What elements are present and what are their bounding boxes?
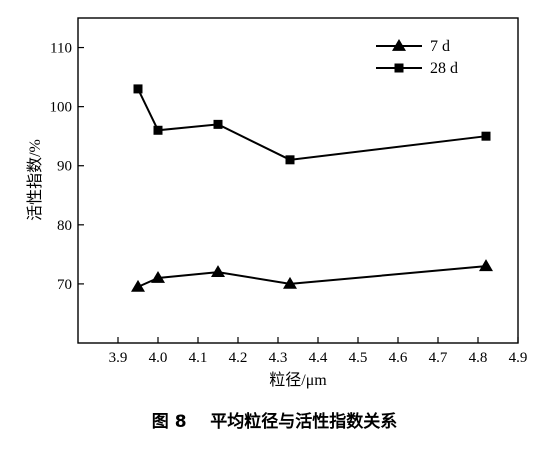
x-tick-label: 4.1 bbox=[189, 350, 208, 366]
plot-frame bbox=[77, 17, 519, 344]
line-chart: 3.9 4.0 4.1 4.2 4.3 4.4 4.5 4.6 4.7 4.8 4.9 70 80 90… bbox=[26, 17, 528, 389]
figure-caption: 图 8 平均粒径与活性指数关系 bbox=[0, 402, 549, 442]
series-line bbox=[137, 265, 487, 288]
legend-item: 7 d bbox=[376, 38, 450, 55]
y-axis-ticks: 70 80 90 100 110 bbox=[50, 41, 84, 293]
legend-marker bbox=[392, 39, 406, 51]
data-point bbox=[133, 84, 143, 94]
legend: 7 d 28 d bbox=[376, 38, 458, 77]
x-tick-label: 4.8 bbox=[469, 350, 488, 366]
y-tick-label: 80 bbox=[57, 218, 72, 234]
x-axis-title: 粒径/μm bbox=[269, 371, 327, 389]
x-tick-label: 4.7 bbox=[429, 350, 448, 366]
x-tick-label: 4.5 bbox=[349, 350, 368, 366]
data-point bbox=[285, 155, 295, 165]
x-tick-label: 4.9 bbox=[509, 350, 528, 366]
figure-caption-text: 平均粒径与活性指数关系 bbox=[210, 412, 398, 432]
data-point bbox=[283, 276, 297, 289]
data-point bbox=[153, 125, 163, 135]
data-point bbox=[211, 265, 225, 277]
x-tick-label: 4.6 bbox=[389, 350, 408, 366]
data-point bbox=[479, 259, 493, 272]
x-tick-label: 4.3 bbox=[269, 350, 288, 366]
y-tick-label: 100 bbox=[50, 100, 73, 116]
x-tick-label: 3.9 bbox=[109, 350, 128, 366]
legend-label: 7 d bbox=[430, 38, 450, 55]
data-point bbox=[131, 279, 145, 292]
data-point bbox=[481, 131, 491, 141]
series-layer bbox=[131, 84, 493, 292]
series-triangle bbox=[131, 259, 493, 292]
legend-label: 28 d bbox=[430, 60, 458, 77]
legend-marker bbox=[394, 63, 404, 73]
y-tick-label: 110 bbox=[50, 41, 72, 57]
figure-number: 图 8 bbox=[151, 412, 187, 432]
x-tick-label: 4.2 bbox=[229, 350, 248, 366]
data-point bbox=[151, 271, 165, 283]
x-tick-label: 4.4 bbox=[309, 350, 328, 366]
legend-item: 28 d bbox=[376, 60, 458, 77]
x-axis-ticks: 3.9 4.0 4.1 4.2 4.3 4.4 4.5 4.6 4.7 4.8 4.9 bbox=[109, 337, 528, 366]
y-tick-label: 90 bbox=[57, 159, 72, 175]
y-axis-title: 活性指数/% bbox=[26, 139, 44, 221]
x-tick-label: 4.0 bbox=[149, 350, 168, 366]
series-square bbox=[133, 84, 491, 165]
data-point bbox=[213, 119, 223, 129]
series-line bbox=[137, 88, 487, 161]
y-tick-label: 70 bbox=[57, 277, 72, 293]
